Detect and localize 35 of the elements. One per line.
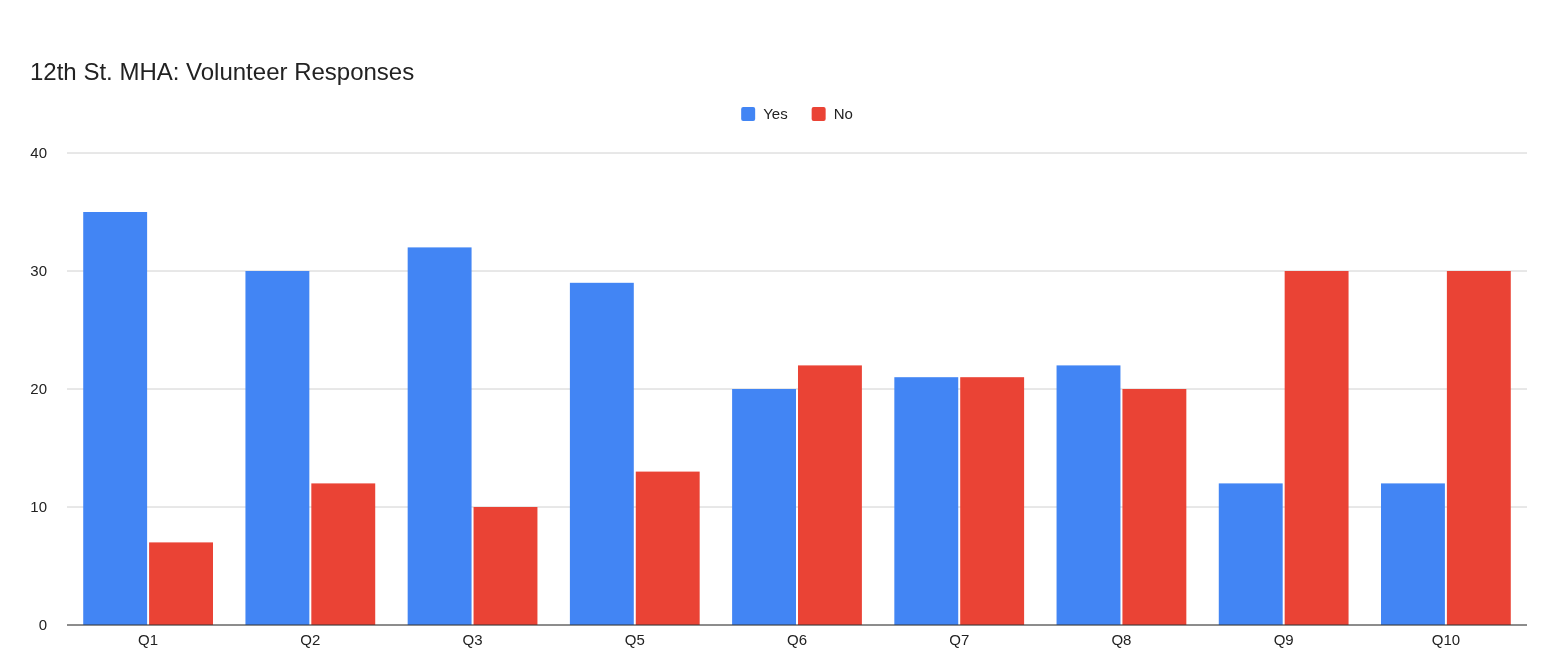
x-tick-label: Q9 (1273, 630, 1294, 648)
bar (894, 377, 959, 625)
bar (797, 365, 862, 625)
legend-label: Yes (763, 105, 788, 122)
bar (1284, 271, 1349, 625)
bar (311, 483, 376, 625)
bar (1122, 389, 1187, 625)
bar (1446, 271, 1511, 625)
x-tick-label: Q6 (786, 630, 808, 648)
bar (569, 282, 634, 625)
x-tick-label: Q3 (462, 630, 483, 648)
y-tick-label: 20 (30, 380, 47, 398)
x-tick-label: Q2 (300, 630, 321, 648)
bar (1056, 365, 1121, 625)
bar (1381, 483, 1445, 625)
x-tick-label: Q10 (1431, 630, 1461, 648)
x-tick-label: Q8 (1111, 630, 1132, 648)
x-tick-label: Q7 (949, 630, 970, 648)
bar (245, 271, 310, 625)
x-tick-label: Q1 (138, 630, 159, 648)
legend-label: No (833, 105, 853, 122)
y-tick-label: 10 (30, 498, 47, 516)
y-tick-label: 40 (30, 144, 47, 162)
x-tick-label: Q5 (624, 630, 645, 648)
bar (407, 247, 472, 625)
bar (732, 389, 797, 625)
bar (635, 471, 700, 625)
y-tick-label: 0 (38, 616, 47, 634)
bar (473, 507, 538, 625)
bar (960, 377, 1025, 625)
bar (83, 212, 148, 625)
bar (149, 542, 213, 625)
chart-title: 12th St. MHA: Volunteer Responses (30, 58, 415, 85)
y-tick-label: 30 (30, 262, 47, 280)
bar (1218, 483, 1283, 625)
